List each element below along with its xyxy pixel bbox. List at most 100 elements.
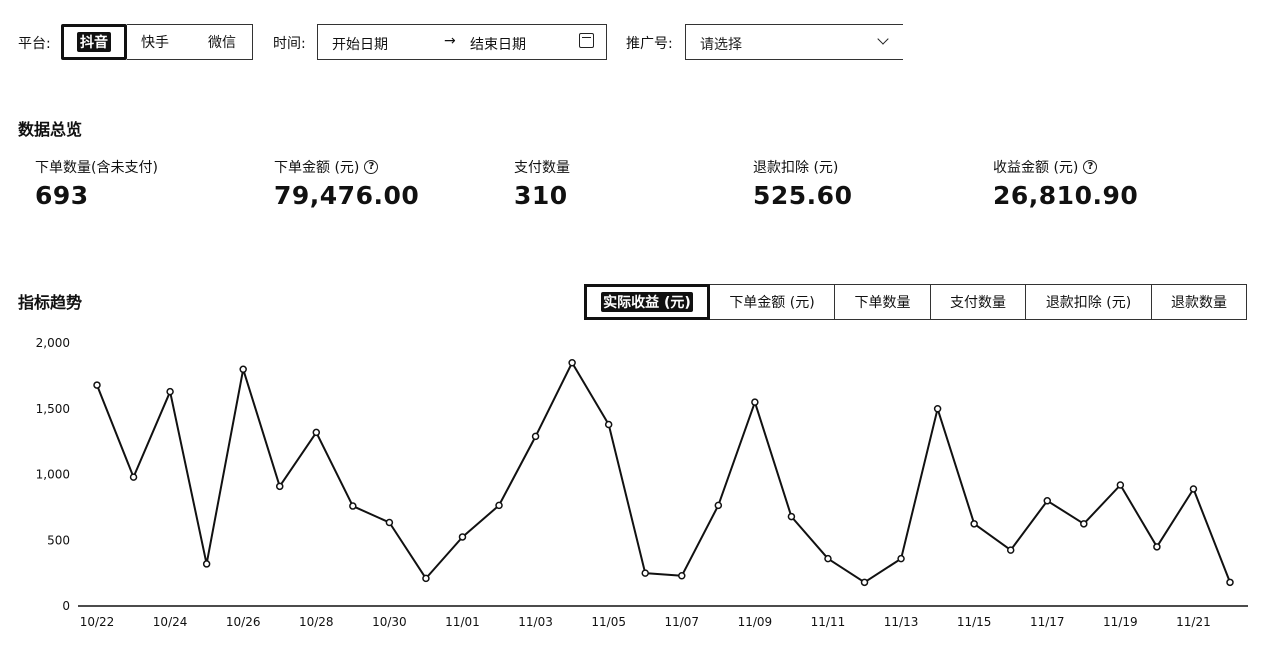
x-tick-label: 11/09 — [738, 615, 773, 629]
data-point — [275, 482, 284, 491]
x-tick-label: 11/13 — [884, 615, 919, 629]
x-tick-label: 10/26 — [226, 615, 261, 629]
stat-value: 525.60 — [753, 181, 853, 210]
data-point — [897, 554, 905, 563]
data-point — [1043, 497, 1052, 505]
data-point — [531, 432, 540, 441]
data-point — [239, 365, 247, 374]
data-point — [385, 518, 394, 527]
data-point — [495, 501, 503, 510]
help-icon[interactable]: ? — [364, 160, 379, 174]
stat-label: 收益金额 (元) — [993, 160, 1079, 176]
data-point — [568, 358, 576, 367]
data-point — [1116, 481, 1125, 489]
data-point — [933, 405, 942, 413]
stat-income-amount: 收益金额 (元)? 26,810.90 — [993, 157, 1138, 210]
filter-bar: 平台: 抖音 快手 微信 时间: 开始日期 → 结束日期 推广号: 请选择 — [0, 24, 1280, 60]
stat-order-count: 下单数量(含未支付) 693 — [35, 157, 158, 210]
platform-tab-group: 快手 微信 — [127, 24, 253, 60]
tab-order-count[interactable]: 下单数量 — [835, 284, 931, 320]
x-tick-label: 11/17 — [1030, 615, 1065, 629]
data-point — [1153, 543, 1161, 551]
data-point — [1080, 520, 1088, 528]
platform-tab-weixin[interactable]: 微信 — [208, 35, 236, 51]
data-point — [349, 502, 357, 510]
data-point — [970, 520, 978, 528]
stat-refund-deduction: 退款扣除 (元) 525.60 — [753, 157, 852, 210]
calendar-icon[interactable] — [579, 33, 594, 48]
tab-refund-deduction[interactable]: 退款扣除 (元) — [1026, 284, 1152, 320]
x-tick-label: 11/01 — [445, 615, 480, 629]
date-range-picker[interactable]: 开始日期 → 结束日期 — [317, 24, 607, 60]
stat-label: 下单金额 (元) — [274, 160, 360, 176]
metric-tabs: 实际收益 (元) 下单金额 (元) 下单数量 支付数量 退款扣除 (元) 退款数… — [584, 284, 1247, 320]
arrow-right-icon: → — [444, 33, 456, 49]
y-tick-label: 500 — [47, 533, 70, 547]
data-point — [824, 554, 832, 563]
data-point — [1189, 485, 1198, 493]
data-point — [458, 533, 467, 541]
stat-value: 26,810.90 — [993, 181, 1139, 210]
data-point — [202, 560, 211, 568]
data-point — [641, 569, 649, 577]
end-date-input[interactable]: 结束日期 — [470, 37, 526, 53]
tab-label: 退款数量 — [1171, 295, 1227, 311]
x-tick-label: 10/24 — [153, 615, 188, 629]
platform-tab-douyin-label: 抖音 — [77, 32, 111, 52]
trend-line-chart: 2,000 1,500 1,000 500 0 10/22 10/24 10/26 10/28 1… — [36, 336, 1248, 629]
stat-paid-count: 支付数量 310 — [514, 157, 570, 210]
promo-select-placeholder: 请选择 — [700, 37, 742, 53]
y-tick-label: 1,500 — [36, 402, 70, 416]
platform-label: 平台: — [18, 36, 51, 52]
tab-label: 实际收益 (元) — [601, 292, 693, 312]
x-tick-label: 11/05 — [591, 615, 626, 629]
chevron-down-icon — [877, 33, 889, 45]
promo-account-select[interactable]: 请选择 — [685, 24, 903, 60]
data-point — [1006, 546, 1015, 554]
x-tick-label: 10/28 — [299, 615, 334, 629]
x-tick-label: 11/07 — [664, 615, 699, 629]
help-icon[interactable]: ? — [1083, 160, 1098, 174]
data-point — [860, 578, 869, 587]
time-label: 时间: — [273, 36, 306, 52]
stat-value: 79,476.00 — [274, 181, 420, 210]
x-tick-label: 11/15 — [957, 615, 992, 629]
stat-value: 310 — [514, 181, 568, 210]
tab-order-amount[interactable]: 下单金额 (元) — [710, 284, 835, 320]
platform-tab-douyin[interactable]: 抖音 — [61, 24, 127, 60]
data-point — [1226, 578, 1234, 587]
series-line — [96, 361, 1231, 584]
platform-tab-kuaishou[interactable]: 快手 — [141, 35, 169, 51]
promo-label: 推广号: — [626, 36, 673, 52]
overview-title: 数据总览 — [18, 120, 83, 139]
stat-label: 支付数量 — [514, 160, 570, 176]
tab-label: 支付数量 — [950, 295, 1006, 311]
trend-title: 指标趋势 — [18, 293, 83, 312]
data-point — [751, 398, 759, 406]
data-point — [714, 501, 723, 510]
x-tick-label: 11/03 — [518, 615, 553, 629]
y-tick-label: 2,000 — [36, 336, 70, 350]
x-tick-label: 11/21 — [1176, 615, 1211, 629]
x-tick-label: 11/19 — [1103, 615, 1138, 629]
start-date-input[interactable]: 开始日期 — [332, 37, 388, 53]
data-point — [787, 512, 796, 521]
data-point — [93, 381, 101, 389]
x-tick-label: 10/22 — [80, 615, 115, 629]
platform-switcher: 抖音 快手 微信 — [61, 24, 253, 60]
tab-label: 退款扣除 (元) — [1045, 295, 1132, 311]
x-tick-label: 11/11 — [811, 615, 846, 629]
stat-label: 退款扣除 (元) — [753, 160, 839, 176]
tab-actual-income[interactable]: 实际收益 (元) — [584, 284, 710, 320]
data-point — [604, 420, 613, 429]
stat-label: 下单数量(含未支付) — [35, 160, 158, 176]
y-tick-label: 0 — [62, 599, 70, 613]
stat-value: 693 — [35, 181, 89, 210]
tab-refund-count[interactable]: 退款数量 — [1152, 284, 1247, 320]
data-point — [678, 572, 686, 580]
stat-order-amount: 下单金额 (元)? 79,476.00 — [274, 157, 419, 210]
data-point — [166, 387, 174, 396]
data-point — [422, 574, 430, 583]
tab-paid-count[interactable]: 支付数量 — [931, 284, 1026, 320]
tab-label: 下单金额 (元) — [729, 295, 815, 311]
